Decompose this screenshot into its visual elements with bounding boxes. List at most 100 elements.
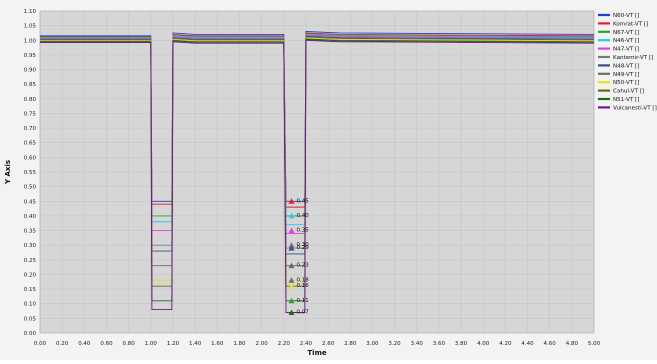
annotation-label: 0.16: [297, 283, 310, 289]
y-tick-label: 0.05: [24, 316, 37, 322]
x-tick-labels: 0.00 0.20 0.40 0.60 0.80 1.00 1.20 1.40 1.60 1.80…: [34, 341, 601, 347]
y-tick-label: 1.10: [24, 9, 37, 15]
y-tick-label: 0.65: [24, 141, 37, 147]
y-tick-label: 0.20: [24, 272, 37, 278]
annotation-label: 0.35: [297, 228, 310, 234]
legend-item[interactable]: N50-VT []: [598, 80, 639, 86]
legend-item[interactable]: Kantemir-VT []: [598, 55, 653, 61]
legend-item[interactable]: N60-VT []: [598, 13, 639, 19]
y-tick-label: 0.45: [24, 199, 37, 205]
annotation-marker: [288, 227, 295, 234]
x-tick-label: 4.60: [544, 341, 557, 347]
y-tick-label: 1.05: [24, 24, 37, 30]
x-tick-label: 1.40: [189, 341, 202, 347]
legend-label: N47-VT []: [613, 47, 639, 53]
x-tick-label: 3.80: [455, 341, 468, 347]
x-tick-label: 5.00: [588, 341, 601, 347]
y-tick-label: 0.10: [24, 302, 37, 308]
legend-label: N50-VT []: [613, 80, 639, 86]
y-tick-labels: 0.00 0.05 0.10 0.15 0.20 0.25 0.30 0.35 0.40 0.45…: [24, 9, 37, 337]
annotation-marker: [288, 245, 295, 251]
annotations: 0.45 0.40 0.35 0.300.29 0.23 0.180.16 0.11 0.07: [288, 198, 310, 316]
legend-label: Vulcanesti-VT []: [613, 105, 657, 111]
y-tick-label: 0.60: [24, 155, 37, 161]
y-axis-title: Y Axis: [4, 160, 12, 185]
x-tick-label: 3.20: [388, 341, 401, 347]
x-tick-label: 2.00: [255, 341, 268, 347]
x-tick-label: 2.60: [322, 341, 335, 347]
x-tick-label: 4.00: [477, 341, 490, 347]
y-tick-label: 0.90: [24, 68, 37, 74]
x-tick-label: 0.00: [34, 341, 47, 347]
y-tick-label: 0.95: [24, 53, 37, 59]
legend-item[interactable]: N47-VT []: [598, 47, 639, 53]
legend-label: N60-VT []: [613, 13, 639, 19]
annotation-label: 0.11: [297, 298, 309, 304]
legend-label: N67-VT []: [613, 30, 639, 36]
legend-item[interactable]: N49-VT []: [598, 72, 639, 78]
y-tick-label: 0.25: [24, 258, 37, 264]
x-tick-label: 4.20: [499, 341, 512, 347]
y-tick-label: 0.80: [24, 97, 37, 103]
legend-label: Komrat-VT []: [613, 21, 648, 27]
annotation-label: 0.23: [297, 263, 310, 269]
legend-label: Cahul-VT []: [613, 89, 644, 95]
annotation-marker: [288, 198, 295, 204]
annotation-label: 0.07: [297, 310, 310, 316]
legend-item[interactable]: N67-VT []: [598, 30, 639, 36]
y-tick-label: 0.35: [24, 229, 37, 235]
legend-item[interactable]: N48-VT []: [598, 63, 639, 69]
series-lines: [40, 31, 595, 313]
x-tick-label: 1.60: [211, 341, 224, 347]
legend-label: N48-VT []: [613, 63, 639, 69]
y-tick-label: 0.30: [24, 243, 37, 249]
annotation-marker: [288, 212, 295, 219]
x-tick-label: 0.40: [78, 341, 91, 347]
legend-label: N49-VT []: [613, 72, 639, 78]
x-tick-label: 0.20: [56, 341, 69, 347]
legend-item[interactable]: Cahul-VT []: [598, 89, 644, 95]
legend-label: N51-VT []: [613, 97, 639, 103]
x-tick-label: 4.40: [521, 341, 534, 347]
y-tick-label: 0.85: [24, 82, 37, 88]
legend-item[interactable]: N51-VT []: [598, 97, 639, 103]
y-tick-label: 1.00: [24, 38, 37, 44]
annotation-marker: [288, 283, 295, 289]
y-tick-label: 0.15: [24, 287, 37, 293]
x-tick-label: 3.40: [411, 341, 424, 347]
legend-item[interactable]: N46-VT []: [598, 38, 639, 44]
y-tick-label: 0.75: [24, 111, 37, 117]
legend-label: N46-VT []: [613, 38, 639, 44]
x-tick-label: 3.00: [366, 341, 379, 347]
x-tick-label: 3.60: [433, 341, 446, 347]
x-axis-title: Time: [307, 349, 326, 357]
x-tick-label: 4.80: [566, 341, 579, 347]
x-tick-label: 2.20: [278, 341, 291, 347]
annotation-marker: [288, 297, 295, 304]
y-tick-label: 0.55: [24, 170, 37, 176]
legend[interactable]: N60-VT [] Komrat-VT [] N67-VT [] N46-VT [] N…: [598, 13, 657, 111]
legend-item[interactable]: Vulcanesti-VT []: [598, 105, 657, 111]
y-tick-label: 0.50: [24, 185, 37, 191]
legend-label: Kantemir-VT []: [613, 55, 653, 61]
annotation-marker: [288, 242, 295, 248]
annotation-marker: [288, 309, 295, 316]
legend-item[interactable]: Komrat-VT []: [598, 21, 648, 27]
x-tick-label: 1.20: [167, 341, 180, 347]
y-tick-label: 0.00: [24, 331, 37, 337]
annotation-label: 0.18: [297, 277, 310, 283]
annotation-label: 0.45: [297, 198, 310, 204]
y-tick-label: 0.70: [24, 126, 37, 132]
annotation-label: 0.30: [297, 242, 310, 248]
x-tick-label: 1.80: [233, 341, 246, 347]
annotation-label: 0.40: [297, 213, 310, 219]
y-tick-label: 0.40: [24, 214, 37, 220]
x-tick-label: 2.80: [344, 341, 357, 347]
series-line: [40, 39, 595, 313]
x-tick-label: 2.40: [300, 341, 313, 347]
annotation-label: 0.29: [297, 245, 310, 251]
annotation-marker: [288, 262, 295, 269]
x-tick-label: 0.80: [123, 341, 136, 347]
